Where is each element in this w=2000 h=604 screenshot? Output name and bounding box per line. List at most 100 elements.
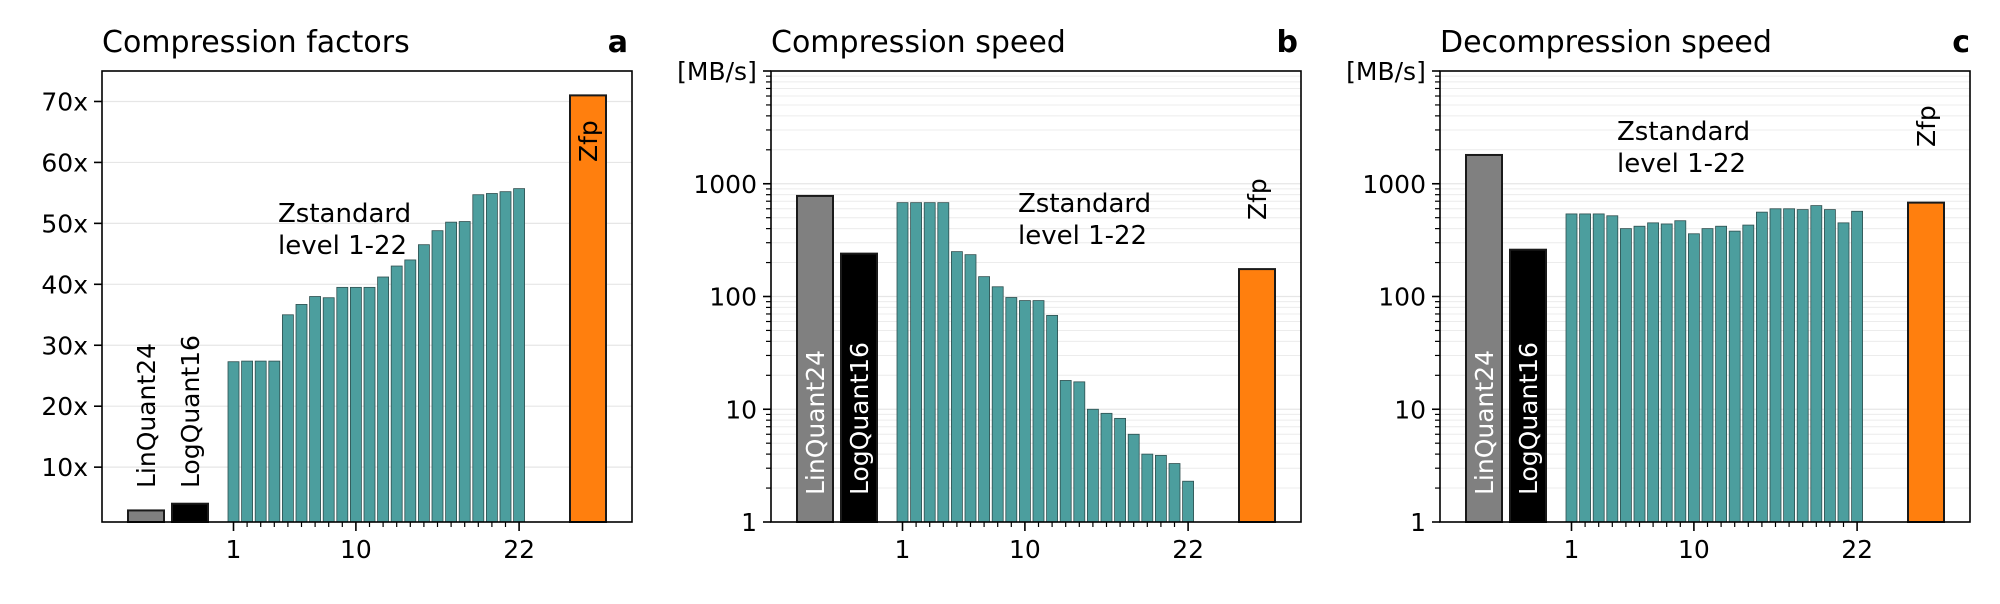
- bar-zstd-level-14: [1073, 381, 1086, 523]
- bar-zstd-level-20: [485, 193, 498, 523]
- y-tick-label: 10: [1394, 395, 1426, 424]
- bar-zfp: [1238, 268, 1276, 524]
- bar-zstd-level-21: [1168, 463, 1181, 523]
- bar-zstd-level-16: [1100, 412, 1113, 523]
- y-tick-label: 10x: [41, 453, 88, 482]
- bar-zstd-level-1: [896, 202, 909, 523]
- x-tick-label: 1: [1564, 535, 1580, 564]
- bar-label-linquant24: LinQuant24: [132, 343, 161, 488]
- bar-zstd-level-10: [1688, 233, 1700, 523]
- y-tick-label: 1: [741, 508, 757, 537]
- bar-zstd-level-18: [1796, 209, 1809, 523]
- bar-zstd-level-15: [1756, 211, 1768, 523]
- bar-zstd-level-7: [1647, 222, 1659, 523]
- zstd-label-line1: Zstandard: [278, 199, 411, 229]
- panel-title: Decompression speed: [1440, 25, 1772, 60]
- zstd-label-line1: Zstandard: [1018, 189, 1151, 219]
- bar-zstd-level-6: [1633, 225, 1646, 523]
- zstd-label-line2: level 1-22: [1617, 149, 1746, 179]
- bar-zstd-level-11: [363, 286, 376, 523]
- bar-zstd-level-7: [978, 276, 990, 523]
- bar-zstd-level-13: [1728, 230, 1741, 523]
- bar-zstd-level-3: [1592, 213, 1605, 523]
- x-tick-label: 1: [895, 535, 911, 564]
- bar-zstd-level-10: [349, 286, 362, 523]
- bar-logquant16: [171, 502, 209, 523]
- bar-zstd-level-3: [254, 360, 267, 523]
- bar-zstd-level-9: [336, 286, 349, 523]
- bar-zstd-level-17: [1783, 208, 1795, 523]
- y-tick-label: 60x: [41, 148, 88, 177]
- panel-c: Decompression speed c [MB/s] 1 10 100 1000 1…: [1346, 25, 1971, 564]
- panel-title: Compression speed: [771, 25, 1066, 60]
- panel-a: Compression factors a 10x 20x 30x 40x 50x 60x…: [41, 25, 633, 564]
- y-tick-label: 50x: [41, 209, 88, 238]
- panel-title: Compression factors: [102, 25, 410, 60]
- bar-label-logquant16: LogQuant16: [176, 335, 205, 488]
- bar-zstd-level-12: [1715, 225, 1727, 523]
- plot-frame: [101, 70, 633, 523]
- zstd-label-line2: level 1-22: [1018, 221, 1147, 251]
- y-axis-unit: [MB/s]: [1346, 57, 1426, 86]
- x-tick-label: 22: [1841, 535, 1873, 564]
- zstd-label-line1: Zstandard: [1617, 117, 1750, 147]
- y-tick-label: 20x: [41, 392, 88, 421]
- bar-zstd-level-22: [1182, 480, 1194, 523]
- bar-label-zfp: Zfp: [1243, 178, 1272, 220]
- bar-label-logquant16: LogQuant16: [845, 342, 874, 495]
- bar-zstd-level-17: [445, 221, 458, 523]
- bar-label-zfp: Zfp: [574, 120, 603, 162]
- bar-zstd-level-6: [295, 304, 308, 523]
- bar-zstd-level-5: [951, 251, 963, 523]
- bar-zstd-level-4: [1606, 215, 1619, 523]
- bar-zfp: [1907, 201, 1945, 523]
- bar-zstd-level-22: [513, 188, 525, 523]
- bar-label-logquant16: LogQuant16: [1514, 342, 1543, 495]
- panel-letter: b: [1277, 25, 1298, 60]
- bar-zstd-level-2: [910, 202, 922, 523]
- bar-label-zfp: Zfp: [1912, 105, 1941, 147]
- bar-zstd-level-19: [472, 194, 485, 523]
- bar-zstd-level-6: [964, 254, 977, 523]
- bar-label-linquant24: LinQuant24: [1470, 350, 1499, 495]
- bar-zstd-level-9: [1674, 220, 1687, 523]
- y-tick-label: 70x: [41, 87, 88, 116]
- bar-zstd-level-18: [458, 221, 471, 523]
- bar-zstd-level-14: [1742, 224, 1755, 523]
- x-tick-label: 22: [1172, 535, 1204, 564]
- y-tick-label: 30x: [41, 331, 88, 360]
- bar-zstd-level-12: [377, 276, 390, 523]
- bar-linquant24: [1465, 153, 1503, 523]
- bar-zstd-level-2: [1579, 213, 1591, 523]
- bar-zstd-level-8: [322, 297, 335, 523]
- panel-letter: c: [1952, 25, 1970, 60]
- bar-logquant16: [840, 252, 878, 523]
- bar-label-linquant24: LinQuant24: [801, 350, 830, 495]
- bar-zstd-level-8: [991, 286, 1004, 523]
- bar-zstd-level-12: [1046, 314, 1058, 523]
- y-tick-label: 100: [1378, 283, 1426, 312]
- zstd-label-line2: level 1-22: [278, 231, 407, 261]
- bar-zstd-level-19: [1810, 205, 1823, 523]
- bar-zstd-level-9: [1005, 297, 1018, 523]
- x-tick-label: 1: [226, 535, 242, 564]
- x-tick-label: 10: [1678, 535, 1710, 564]
- bar-zstd-level-5: [281, 314, 294, 523]
- bar-zstd-level-15: [1087, 408, 1099, 523]
- plot-frame: [1439, 70, 1971, 523]
- bar-zstd-level-18: [1127, 433, 1140, 523]
- bar-zstd-level-19: [1141, 453, 1154, 523]
- y-tick-label: 1000: [1362, 170, 1426, 199]
- x-tick-label: 10: [340, 535, 372, 564]
- bar-zstd-level-8: [1660, 223, 1673, 523]
- y-tick-label: 1000: [693, 170, 757, 199]
- y-tick-label: 40x: [41, 270, 88, 299]
- bar-zstd-level-13: [390, 265, 403, 523]
- bar-zstd-level-20: [1824, 209, 1836, 523]
- bar-zstd-level-4: [937, 202, 950, 523]
- bar-linquant24: [796, 194, 834, 524]
- bar-zstd-level-1: [227, 361, 240, 523]
- bar-zstd-level-10: [1019, 300, 1031, 523]
- bar-zstd-level-3: [923, 202, 936, 523]
